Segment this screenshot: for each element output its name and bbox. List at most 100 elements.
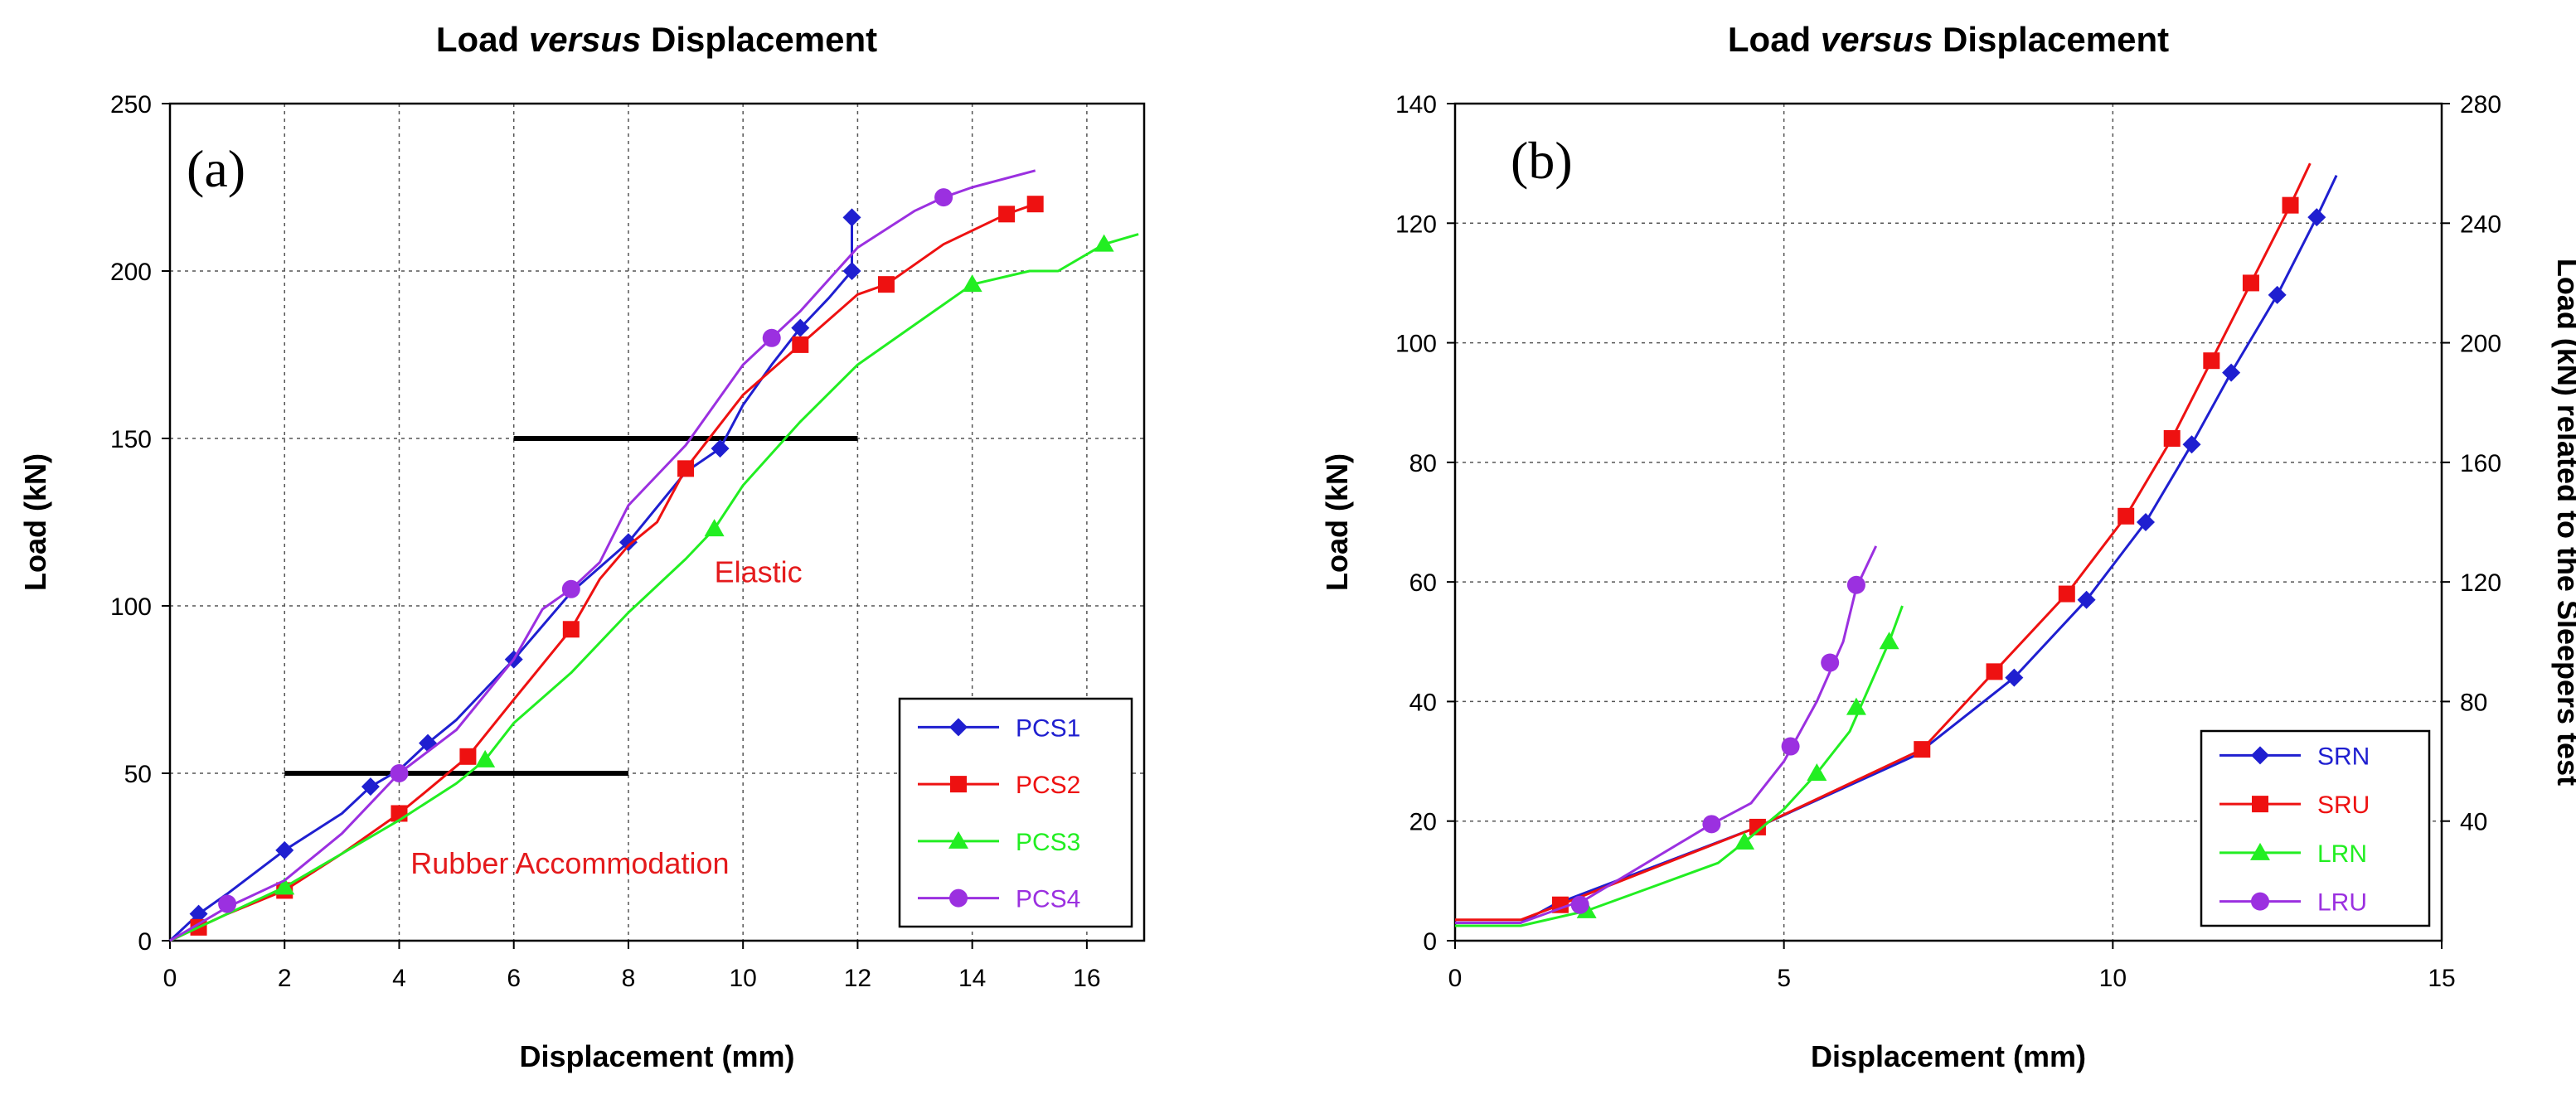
series-line-pcs1 <box>168 217 853 942</box>
legend-label-pcs4: PCS4 <box>1016 886 1080 913</box>
chart-a-y-tick-label: 100 <box>110 593 152 621</box>
chart-b-y2-axis-label: Load (kN) related to the Sleepers test <box>2551 259 2576 786</box>
chart-a-legend: PCS1 PCS2 PCS3 PCS4 <box>898 697 1133 928</box>
data-point-sru <box>1749 818 1766 835</box>
chart-a: Load versus Displacement 0 2 4 6 8 10 12 14 16 0 50… <box>18 20 1146 1073</box>
data-point-pcs3 <box>962 274 982 293</box>
chart-b-series-sru <box>1455 162 2312 922</box>
data-point-lru <box>1846 575 1865 594</box>
chart-b-series-lru <box>1455 545 1878 924</box>
legend-marker-pcs4 <box>949 888 968 908</box>
chart-b-plot-frame <box>1453 102 2443 942</box>
chart-b-y-tick-label: 60 <box>1409 569 1437 597</box>
legend-marker-srn <box>2251 746 2269 765</box>
chart-a-title: Load versus Displacement <box>436 20 877 59</box>
chart-a-annotation: Elastic <box>715 555 803 589</box>
chart-b-x-tick-label: 15 <box>2428 965 2455 992</box>
data-point-srn <box>2005 668 2024 687</box>
data-point-pcs1 <box>842 208 861 227</box>
chart-a-x-tick-label: 10 <box>729 965 756 992</box>
chart-a-x-tick-label: 0 <box>163 965 177 992</box>
data-point-pcs3 <box>475 749 496 767</box>
chart-b-panel-label: (b) <box>1511 131 1573 190</box>
data-point-lru <box>1570 895 1589 914</box>
chart-a-panel-label: (a) <box>187 139 245 198</box>
chart-b-title-part: Displacement <box>1933 20 2169 59</box>
chart-b-y2-tick-label: 200 <box>2460 331 2501 358</box>
data-point-sru <box>2118 507 2135 525</box>
chart-a-x-tick-label: 16 <box>1073 965 1100 992</box>
data-point-lrn <box>1879 632 1899 650</box>
chart-a-y-tick-label: 250 <box>110 91 152 119</box>
data-point-srn <box>2077 590 2096 609</box>
data-point-sru <box>1914 741 1931 758</box>
data-point-pcs4 <box>218 894 237 913</box>
legend-label-sru: SRU <box>2317 792 2370 819</box>
data-point-sru <box>2203 352 2220 370</box>
chart-b-title-part: Load <box>1728 20 1821 59</box>
data-point-lru <box>1702 815 1721 834</box>
data-point-lru <box>1821 653 1840 672</box>
chart-a-x-tick-label: 2 <box>278 965 292 992</box>
chart-b-x-tick-label: 10 <box>2099 965 2127 992</box>
chart-b-x-tick-label: 5 <box>1777 965 1791 992</box>
legend-marker-pcs3 <box>948 830 968 849</box>
chart-a-x-tick-label: 8 <box>622 965 636 992</box>
legend-label-lrn: LRN <box>2317 840 2367 868</box>
data-point-pcs1 <box>361 777 380 796</box>
chart-b-y2-tick-label: 160 <box>2460 450 2501 477</box>
chart-a-x-tick-label: 12 <box>844 965 871 992</box>
chart-b-series-lrn <box>1455 605 1904 927</box>
chart-a-x-axis-label: Displacement (mm) <box>519 1039 794 1073</box>
data-point-pcs1 <box>189 904 208 923</box>
chart-b-y-tick-label: 0 <box>1423 928 1437 956</box>
chart-b-y2-tick-label: 240 <box>2460 211 2501 238</box>
data-point-pcs3 <box>704 519 725 537</box>
chart-b-title: Load versus Displacement <box>1728 20 2169 59</box>
chart-a-x-tick-label: 4 <box>392 965 406 992</box>
chart-b: Load versus Displacement 0 5 10 15 0 20 40 60 80 1… <box>1320 20 2576 1073</box>
chart-a-title-part: Load <box>436 20 529 59</box>
chart-a-y-tick-label: 0 <box>138 928 152 956</box>
data-point-pcs2 <box>459 748 477 765</box>
legend-label-pcs2: PCS2 <box>1016 772 1080 799</box>
chart-a-y-tick-label: 200 <box>110 259 152 286</box>
legend-marker-pcs2 <box>950 776 967 793</box>
chart-a-series-pcs3 <box>169 233 1139 942</box>
data-point-pcs4 <box>762 328 781 347</box>
chart-a-annotation: Rubber Accommodation <box>410 846 729 880</box>
data-point-srn <box>2307 208 2326 227</box>
data-point-sru <box>2282 196 2299 214</box>
series-line-sru <box>1455 162 2312 922</box>
series-line-lrn <box>1455 605 1904 927</box>
legend-label-srn: SRN <box>2317 743 2370 770</box>
data-point-srn <box>2182 435 2201 454</box>
data-point-pcs4 <box>561 579 580 598</box>
chart-b-y-tick-label: 140 <box>1395 91 1437 119</box>
chart-b-y2-tick-label: 80 <box>2460 689 2487 716</box>
chart-a-y-tick-label: 150 <box>110 426 152 453</box>
data-point-pcs4 <box>390 764 409 782</box>
data-point-pcs1 <box>791 318 810 337</box>
data-point-srn <box>2268 285 2287 304</box>
series-line-pcs4 <box>169 169 1036 942</box>
series-line-pcs3 <box>169 233 1139 942</box>
chart-a-y-tick-label: 50 <box>124 761 152 788</box>
data-point-pcs3 <box>1094 234 1114 252</box>
series-line-lru <box>1455 545 1878 924</box>
legend-marker-pcs1 <box>949 718 968 737</box>
data-point-lrn <box>1734 831 1755 850</box>
data-point-pcs2 <box>792 336 809 353</box>
data-point-pcs4 <box>934 188 953 207</box>
chart-a-title-part: versus <box>529 20 641 59</box>
chart-a-series-pcs4 <box>169 169 1036 942</box>
data-point-sru <box>2242 274 2259 292</box>
data-point-pcs1 <box>711 439 730 458</box>
data-point-pcs2 <box>677 460 695 477</box>
data-point-pcs2 <box>877 276 895 293</box>
chart-b-y2-tick-label: 40 <box>2460 809 2487 836</box>
legend-marker-sru <box>2252 796 2268 813</box>
chart-a-legend-box <box>898 697 1133 928</box>
chart-a-plot-frame <box>168 102 1146 942</box>
legend-label-lru: LRU <box>2317 889 2367 917</box>
